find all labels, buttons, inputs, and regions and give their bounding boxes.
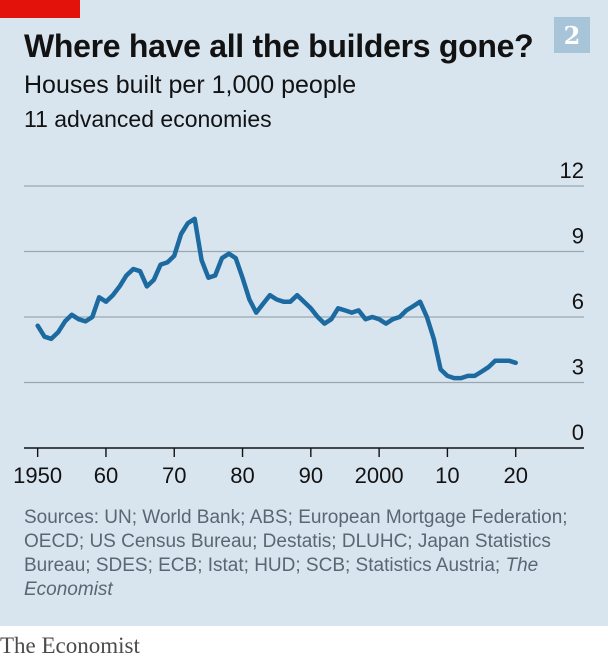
chart-subtitle-2: 11 advanced economies: [24, 106, 272, 132]
x-tick-label-1960: 60: [94, 463, 118, 488]
chart-number-badge: 2: [554, 17, 590, 53]
sources-text: Sources: UN; World Bank; ABS; European M…: [24, 507, 568, 576]
x-tick-label-2000: 2000: [355, 463, 404, 488]
brand-red-tag: [0, 0, 80, 18]
y-tick-label-9: 9: [572, 224, 584, 249]
x-axis: 1950 60 70 80 90 2000 10 20: [13, 447, 584, 488]
x-tick-label-2010: 10: [435, 463, 459, 488]
y-tick-label-0: 0: [572, 420, 584, 445]
chart-panel: [0, 0, 608, 626]
chart-series: [35, 216, 518, 381]
y-axis-ticks: 0 3 6 9 12: [560, 158, 584, 445]
x-tick-label-1980: 80: [230, 463, 254, 488]
y-tick-label-12: 12: [560, 158, 584, 183]
line-chart: 0 3 6 9 12 1950 60 70 80 90 2000 10 20: [13, 158, 584, 488]
x-tick-label-1970: 70: [162, 463, 186, 488]
y-tick-label-6: 6: [572, 289, 584, 314]
series-line-0: [35, 216, 518, 381]
sources-note: Sources: UN; World Bank; ABS; European M…: [24, 506, 584, 602]
footer-brand: The Economist: [0, 633, 140, 658]
y-tick-label-3: 3: [572, 355, 584, 380]
x-tick-label-2020: 20: [503, 463, 527, 488]
chart-gridlines: [24, 185, 584, 384]
sources-italic: The Economist: [24, 555, 539, 600]
chart-title: Where have all the builders gone?: [24, 28, 534, 64]
x-tick-label-1950: 1950: [13, 463, 62, 488]
x-tick-label-1990: 90: [299, 463, 323, 488]
chart-subtitle: Houses built per 1,000 people: [24, 71, 357, 99]
